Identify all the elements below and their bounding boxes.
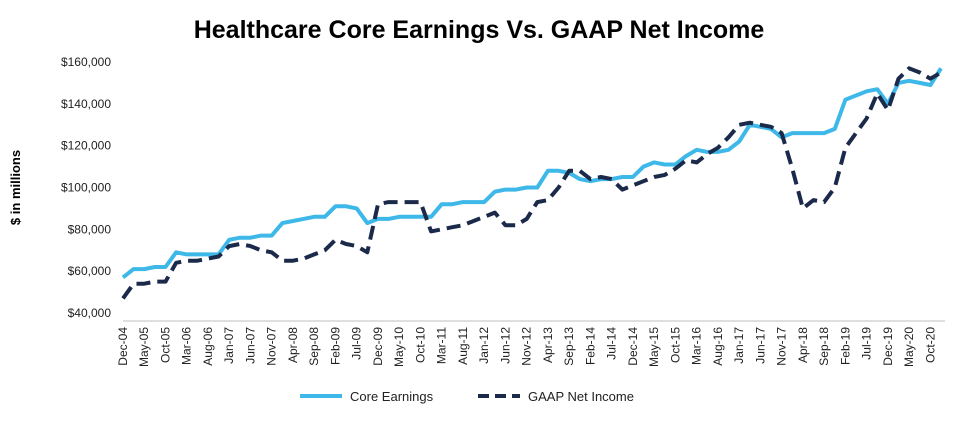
x-tick-label: Jan-12: [477, 327, 491, 364]
x-tick-label: Jan-07: [222, 327, 236, 364]
y-tick-label: $100,000: [61, 181, 111, 195]
x-tick-label: Sep-18: [817, 327, 831, 366]
y-tick-label: $140,000: [61, 97, 111, 111]
x-tick-label: Feb-14: [583, 327, 597, 365]
y-axis-title: $ in millions: [8, 150, 23, 225]
x-tick-label: Sep-08: [307, 327, 321, 366]
x-tick-label: Dec-09: [371, 327, 385, 366]
x-tick-label: Aug-06: [201, 327, 215, 366]
x-tick-label: Nov-12: [520, 327, 534, 366]
x-tick-label: Aug-11: [456, 327, 470, 365]
legend-label: GAAP Net Income: [528, 389, 634, 404]
y-tick-label: $120,000: [61, 139, 111, 153]
x-tick-label: May-20: [902, 327, 916, 367]
chart-title: Healthcare Core Earnings Vs. GAAP Net In…: [193, 16, 765, 44]
x-tick-label: Jul-19: [860, 327, 874, 360]
x-tick-label: Aug-16: [711, 327, 725, 366]
x-tick-label: Dec-04: [116, 327, 130, 366]
x-tick-label: Jun-07: [243, 327, 257, 364]
x-tick-label: May-15: [647, 327, 661, 367]
x-tick-label: Nov-17: [775, 327, 789, 366]
x-tick-label: Oct-20: [923, 327, 937, 363]
y-tick-label: $160,000: [61, 55, 111, 69]
x-tick-label: Jan-17: [732, 327, 746, 364]
x-tick-label: Oct-10: [413, 327, 427, 363]
x-tick-label: Apr-13: [541, 327, 555, 363]
x-tick-label: Jul-14: [605, 327, 619, 360]
gaap-net-income-line: [121, 66, 943, 300]
y-tick-label: $80,000: [68, 222, 112, 236]
x-tick-label: Jun-12: [498, 327, 512, 364]
x-tick-label: May-10: [392, 327, 406, 367]
x-tick-label: Nov-07: [265, 327, 279, 366]
x-tick-label: May-05: [137, 327, 151, 367]
x-tick-label: Mar-11: [435, 327, 449, 364]
legend-label: Core Earnings: [350, 389, 434, 404]
x-tick-label: Feb-19: [838, 327, 852, 365]
x-tick-label: Dec-19: [881, 327, 895, 366]
x-tick-label: Oct-05: [158, 327, 172, 363]
x-tick-label: Oct-15: [668, 327, 682, 363]
core-earnings-line: [121, 67, 943, 279]
x-tick-label: Mar-06: [180, 327, 194, 365]
y-tick-label: $40,000: [68, 306, 112, 320]
x-tick-label: Apr-08: [286, 327, 300, 363]
x-tick-label: Jun-17: [753, 327, 767, 364]
x-tick-label: Jul-09: [350, 327, 364, 360]
x-tick-label: Apr-18: [796, 327, 810, 363]
x-tick-label: Feb-09: [328, 327, 342, 365]
x-tick-label: Mar-16: [690, 327, 704, 365]
y-tick-label: $60,000: [68, 264, 112, 278]
x-tick-label: Dec-14: [626, 327, 640, 366]
x-tick-label: Sep-13: [562, 327, 576, 366]
